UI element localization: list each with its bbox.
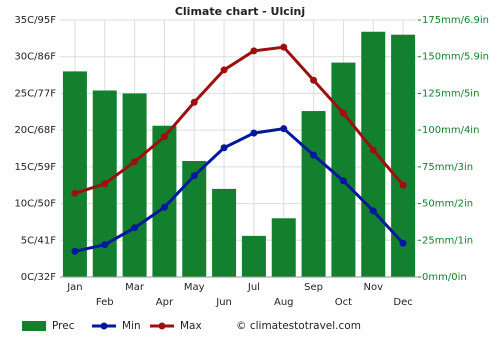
x-tick-label: Mar	[125, 282, 145, 293]
point	[131, 158, 139, 166]
point	[160, 203, 168, 211]
bar	[182, 160, 207, 277]
point	[71, 247, 79, 255]
y-tick-label: 10C/50F	[14, 199, 56, 210]
y2-tick-label: 75mm/3in	[422, 162, 473, 173]
x-tick-label: Jun	[215, 297, 232, 308]
y2-tick-label: 125mm/5in	[422, 88, 479, 99]
point	[310, 151, 318, 159]
y2-tick-label: 25mm/1in	[422, 235, 473, 246]
y-tick-label: 15C/59F	[14, 162, 56, 173]
chart-title: Climate chart - Ulcinj	[175, 5, 305, 18]
point	[280, 125, 288, 133]
point	[160, 133, 168, 141]
y2-tick-label: 150mm/5.9in	[422, 52, 489, 63]
legend-label: Max	[180, 320, 202, 332]
x-tick-label: Apr	[156, 297, 174, 308]
point	[280, 43, 288, 51]
point	[101, 241, 109, 249]
x-tick-label: Jul	[247, 282, 260, 293]
y-tick-label: 30C/86F	[14, 52, 56, 63]
point	[131, 224, 139, 232]
point	[369, 146, 377, 154]
point	[220, 144, 228, 152]
point	[250, 129, 258, 137]
bar	[271, 218, 296, 277]
legend-swatch	[100, 322, 108, 330]
x-tick-label: May	[184, 282, 205, 293]
bar	[331, 62, 356, 278]
y2-tick-label: 175mm/6.9in	[422, 15, 489, 26]
y-tick-label: 5C/41F	[21, 235, 56, 246]
bar	[212, 188, 237, 277]
y-tick-label: 25C/77F	[14, 88, 56, 99]
line	[74, 45, 405, 195]
x-tick-label: Nov	[363, 282, 383, 293]
bar	[122, 93, 147, 277]
point	[190, 98, 198, 106]
legend-swatch	[158, 322, 166, 330]
y-tick-label: 35C/95F	[14, 15, 56, 26]
source: © climatestotravel.com	[236, 320, 361, 332]
bar	[152, 125, 177, 277]
point	[399, 239, 407, 247]
point	[369, 207, 377, 215]
point	[339, 109, 347, 117]
bar	[361, 31, 386, 278]
point	[310, 76, 318, 84]
y2-tick-label: 100mm/4in	[422, 125, 479, 136]
point	[399, 181, 407, 189]
point	[71, 189, 79, 197]
x-tick-label: Sep	[304, 282, 323, 293]
point	[339, 177, 347, 185]
y-tick-label: 20C/68F	[14, 125, 56, 136]
x-tick-label: Aug	[274, 297, 294, 308]
point	[220, 66, 228, 74]
line	[74, 127, 405, 253]
point	[250, 47, 258, 55]
legend-swatch	[22, 321, 46, 331]
x-tick-label: Oct	[335, 297, 352, 308]
bar	[241, 235, 266, 277]
legend-label: Prec	[52, 320, 75, 332]
x-tick-label: Dec	[393, 297, 412, 308]
point	[190, 172, 198, 180]
point	[101, 180, 109, 188]
legend-label: Min	[122, 320, 141, 332]
x-tick-label: Feb	[96, 297, 114, 308]
bar	[62, 71, 87, 278]
y2-tick-label: 50mm/2in	[422, 199, 473, 210]
y-tick-label: 0C/32F	[21, 272, 56, 283]
y2-tick-label: 0mm/0in	[422, 272, 467, 283]
x-tick-label: Jan	[66, 282, 82, 293]
bar	[301, 111, 326, 278]
